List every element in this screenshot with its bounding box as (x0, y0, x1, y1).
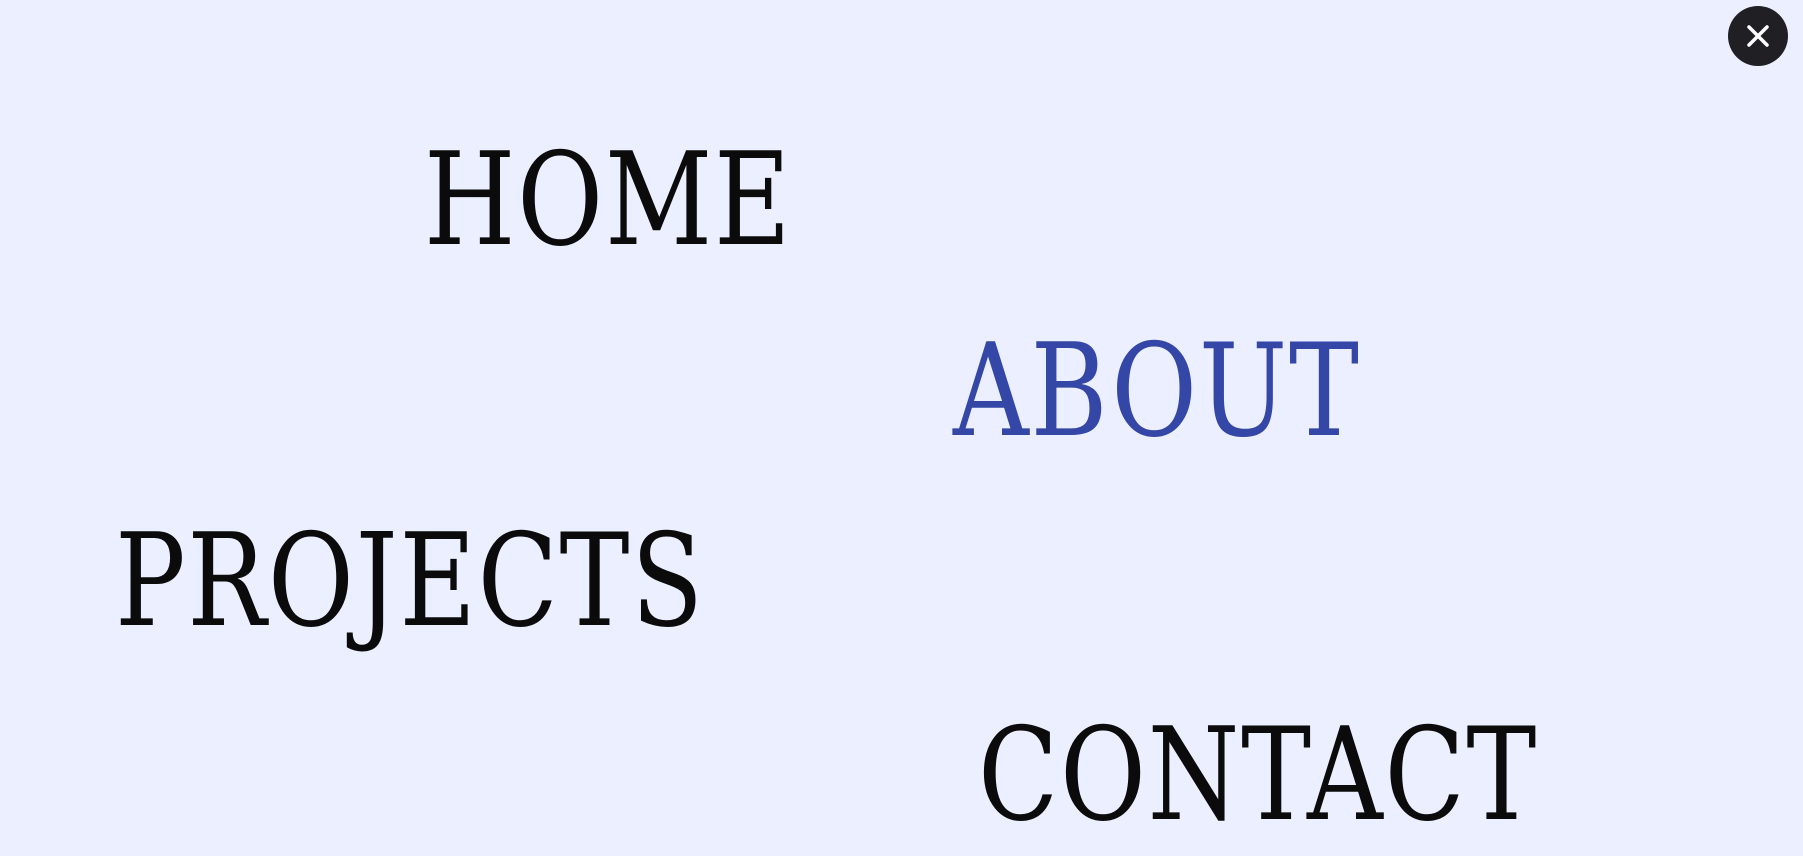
close-button[interactable] (1728, 6, 1788, 66)
nav-link-projects[interactable]: PROJECTS (115, 507, 705, 656)
close-icon (1747, 25, 1769, 47)
nav-link-about[interactable]: ABOUT (953, 317, 1361, 466)
nav-link-home[interactable]: HOME (424, 126, 793, 275)
nav-link-contact[interactable]: CONTACT (978, 701, 1539, 850)
